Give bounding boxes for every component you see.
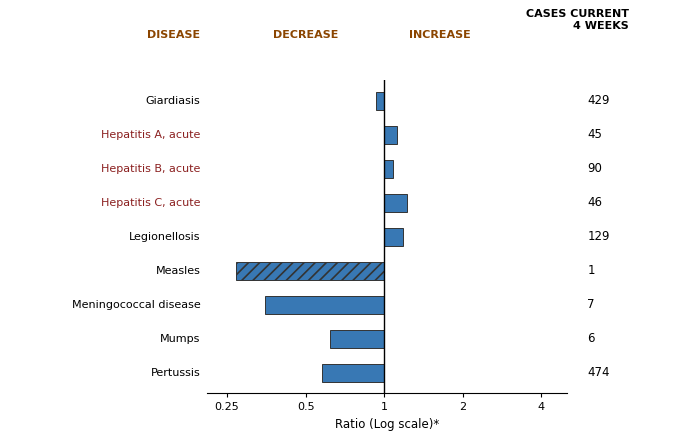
Text: Giardiasis: Giardiasis	[146, 96, 200, 106]
Text: Mumps: Mumps	[160, 334, 200, 344]
Bar	[330, 329, 384, 348]
Bar	[376, 92, 384, 110]
Bar	[384, 194, 407, 212]
Bar	[384, 126, 397, 144]
Text: Measles: Measles	[155, 266, 200, 276]
Text: Hepatitis C, acute: Hepatitis C, acute	[101, 198, 200, 208]
Text: DISEASE: DISEASE	[147, 30, 200, 40]
X-axis label: Ratio (Log scale)*: Ratio (Log scale)*	[335, 418, 439, 431]
Text: CASES CURRENT
4 WEEKS: CASES CURRENT 4 WEEKS	[526, 9, 629, 31]
Text: 46: 46	[587, 196, 603, 209]
Text: 1: 1	[587, 265, 595, 278]
Bar	[323, 363, 384, 382]
Text: Legionellosis: Legionellosis	[129, 232, 200, 242]
Bar	[384, 228, 403, 246]
Text: 474: 474	[587, 367, 610, 380]
Bar	[265, 295, 384, 314]
Text: Hepatitis B, acute: Hepatitis B, acute	[101, 164, 200, 174]
Bar	[384, 160, 393, 178]
Text: 129: 129	[587, 230, 610, 244]
Text: DECREASE: DECREASE	[273, 30, 339, 40]
Text: Meningococcal disease: Meningococcal disease	[72, 300, 200, 310]
Text: Pertussis: Pertussis	[151, 368, 200, 378]
Text: Hepatitis A, acute: Hepatitis A, acute	[101, 130, 200, 140]
Text: 429: 429	[587, 94, 610, 107]
Text: 90: 90	[587, 162, 603, 175]
Text: 45: 45	[587, 128, 603, 141]
Bar	[236, 261, 384, 280]
Text: 6: 6	[587, 333, 595, 346]
Text: INCREASE: INCREASE	[408, 30, 471, 40]
Text: 7: 7	[587, 299, 595, 312]
